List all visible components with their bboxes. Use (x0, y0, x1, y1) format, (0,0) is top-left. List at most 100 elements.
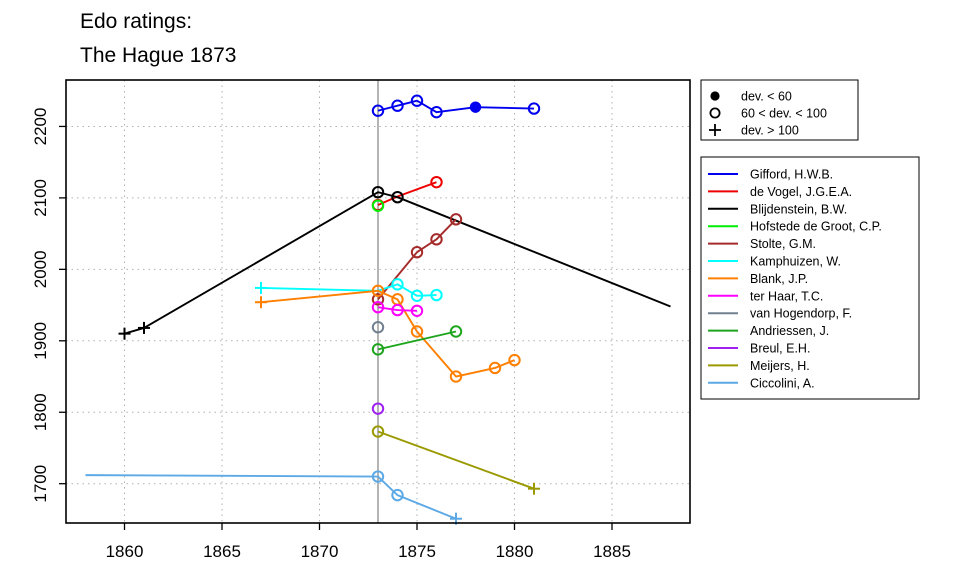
data-point (371, 301, 385, 314)
x-tick-label: 1885 (593, 542, 631, 561)
data-point (449, 325, 463, 338)
series-andriessen-j (371, 325, 463, 356)
series-line (377, 218, 457, 300)
data-point (371, 425, 385, 438)
marker-legend-label: 60 < dev. < 100 (741, 107, 827, 121)
legend-entry-blank-j-p: Blank, J.P. (708, 272, 808, 286)
data-point (371, 284, 385, 297)
legend-entry-de-vogel-j-g-e-a: de Vogel, J.G.E.A. (708, 185, 852, 199)
legend-label: Stolte, G.M. (750, 237, 816, 251)
data-point (391, 190, 404, 204)
chart-title-line-2: The Hague 1873 (80, 44, 236, 67)
legend-entry-andriessen-j: Andriessen, J. (708, 324, 829, 338)
legend-label: Breul, E.H. (750, 342, 810, 356)
data-point (391, 99, 404, 112)
series-kamphuizen-w (255, 278, 443, 302)
data-point (391, 303, 404, 317)
y-tick-label: 2000 (31, 250, 50, 288)
data-point (508, 353, 521, 367)
series-line (260, 289, 515, 378)
plot-series (85, 94, 671, 525)
y-tick-label: 1900 (31, 322, 50, 360)
legend-label: van Hogendorp, F. (750, 307, 852, 321)
data-point (430, 175, 443, 189)
legend-entry-ter-haar-t-c: ter Haar, T.C. (708, 289, 823, 303)
data-point (391, 488, 404, 502)
data-point (371, 199, 385, 212)
x-axis: 1860 1865 1870 1875 1880 1885 (106, 523, 631, 561)
legend-entry-gifford-h-w-b: Gifford, H.W.B. (708, 168, 833, 182)
legend-label: Meijers, H. (750, 359, 810, 373)
legend-label: Blank, J.P. (750, 272, 808, 286)
data-point (528, 482, 540, 495)
series-line (377, 430, 535, 490)
y-tick-label: 1700 (31, 465, 50, 503)
data-point (410, 304, 424, 317)
y-tick-label: 2200 (31, 108, 50, 146)
data-point (449, 370, 463, 383)
legend-label: ter Haar, T.C. (750, 289, 823, 303)
series-line (377, 99, 535, 114)
data-point (430, 105, 443, 119)
data-point (449, 213, 463, 226)
legend-entry-breul-e-h: Breul, E.H. (708, 342, 810, 356)
legend-entry-van-hogendorp-f: van Hogendorp, F. (708, 307, 852, 321)
data-point (371, 402, 385, 415)
data-point (371, 104, 385, 117)
legend-entry-meijers-h: Meijers, H. (708, 359, 810, 373)
legend-label: Hofstede de Groot, C.P. (750, 220, 882, 234)
series-legend: Gifford, H.W.B. de Vogel, J.G.E.A. Blijden… (700, 156, 920, 400)
legend-label: Kamphuizen, W. (750, 255, 841, 269)
legend-label: Andriessen, J. (750, 324, 829, 338)
series-line (260, 283, 437, 297)
marker-legend-box (700, 79, 859, 141)
marker-legend-entry: dev. < 60 (710, 90, 792, 104)
data-point (371, 293, 385, 306)
legend-label: de Vogel, J.G.E.A. (750, 185, 852, 199)
legend-entry-kamphuizen-w: Kamphuizen, W. (708, 255, 841, 269)
data-point (371, 185, 385, 199)
marker-legend: dev. < 60 60 < dev. < 100 dev. > 100 (700, 79, 859, 141)
data-point (138, 321, 150, 334)
series-line (377, 306, 418, 312)
series-blank-j-p (255, 284, 521, 383)
data-point (410, 245, 424, 259)
legend-entry-hofstede-de-groot-c-p: Hofstede de Groot, C.P. (708, 220, 882, 234)
chart-title-line-1: Edo ratings: (80, 10, 192, 33)
x-tick-label: 1875 (398, 542, 436, 561)
data-point (255, 281, 267, 294)
legend-label: Blijdenstein, B.W. (750, 202, 847, 216)
data-point (410, 289, 424, 302)
data-point (391, 278, 404, 291)
data-point (488, 361, 502, 375)
data-point (371, 343, 385, 356)
series-van-hogendorp-f (371, 321, 385, 334)
series-line (377, 330, 457, 351)
series-gifford-h-w-b (371, 94, 541, 119)
x-tick-label: 1870 (301, 542, 339, 561)
series-stolte-g-m (371, 213, 463, 306)
data-point (410, 94, 424, 107)
data-point (371, 321, 385, 334)
legend-label: Gifford, H.W.B. (750, 168, 833, 182)
data-point (371, 470, 385, 483)
series-line (85, 474, 457, 520)
data-point (255, 296, 267, 309)
legend-label: Ciccolini, A. (750, 376, 815, 390)
series-ciccolini-a (85, 470, 462, 525)
data-point (430, 288, 443, 302)
series-ter-haar-t-c (371, 301, 424, 317)
plot-frame (65, 79, 691, 524)
marker-legend-label: dev. > 100 (741, 124, 799, 138)
series-hofstede-de-groot-c-p (371, 199, 385, 212)
data-point (430, 233, 443, 246)
data-point (410, 325, 424, 338)
legend-entry-blijdenstein-b-w: Blijdenstein, B.W. (708, 202, 847, 216)
y-tick-label: 2100 (31, 179, 50, 217)
data-point (118, 327, 131, 340)
marker-legend-entry: dev. > 100 (709, 124, 799, 138)
x-tick-label: 1865 (203, 542, 241, 561)
series-meijers-h (371, 425, 540, 495)
series-blijdenstein-b-w (118, 185, 671, 340)
